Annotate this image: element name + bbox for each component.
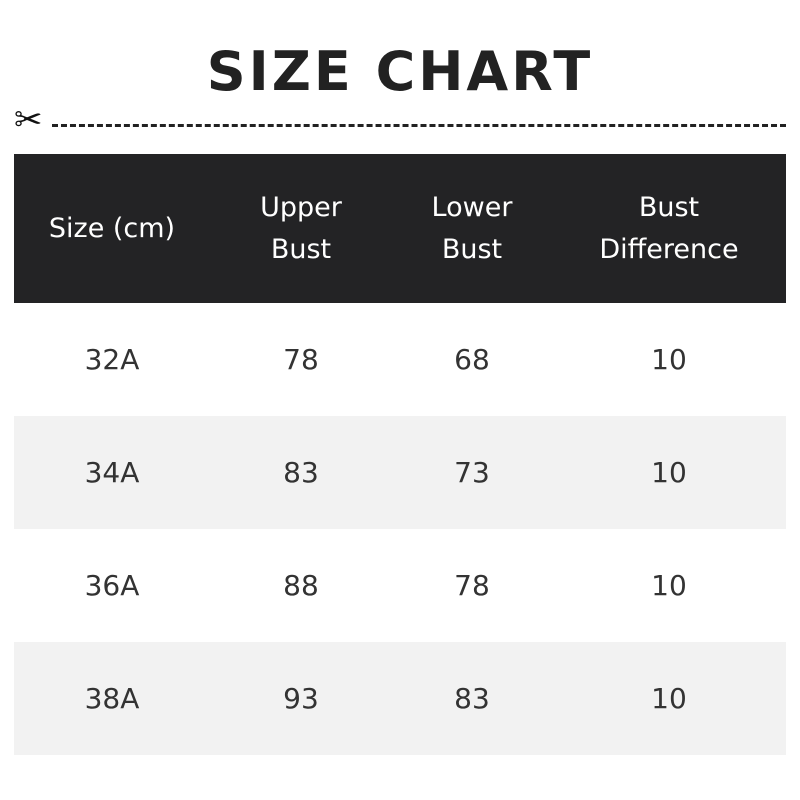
table-cell: 73 [392,416,552,529]
table-cell: 10 [651,343,687,376]
table-cell: 34A [14,416,210,529]
column-header: Size (cm) [14,154,210,303]
column-header: Upper Bust [210,154,392,303]
column-header: Bust Difference [552,154,786,303]
table-cell: 93 [210,642,392,755]
header-row: Size (cm) Upper Bust Lower Bust Bust Differ… [14,154,786,303]
column-header: Lower Bust [392,154,552,303]
page-title: SIZE CHART [206,40,594,103]
table-cell: 83 [392,642,552,755]
table-cell: 78 [454,569,490,602]
table-cell: 68 [454,343,490,376]
table-cell: 10 [552,642,786,755]
table-cell: 10 [651,569,687,602]
table-cell: 78 [283,343,319,376]
scissors-icon: ✂ [14,100,43,140]
table-cell: 88 [283,569,319,602]
dashed-divider [52,124,786,127]
cut-line: ✂ [14,103,786,141]
size-table: Size (cm) Upper Bust Lower Bust Bust Differ… [14,154,786,755]
table-cell: 83 [210,416,392,529]
table-row: 34A 83 73 10 [14,416,786,529]
table-row: 32A 78 68 10 [14,303,786,416]
table-row: 36A 88 78 10 [14,529,786,642]
table-row: 38A 93 83 10 [14,642,786,755]
table-cell: 10 [552,416,786,529]
table-cell: 32A [84,343,140,376]
table-cell: 36A [84,569,140,602]
table-cell: 38A [14,642,210,755]
